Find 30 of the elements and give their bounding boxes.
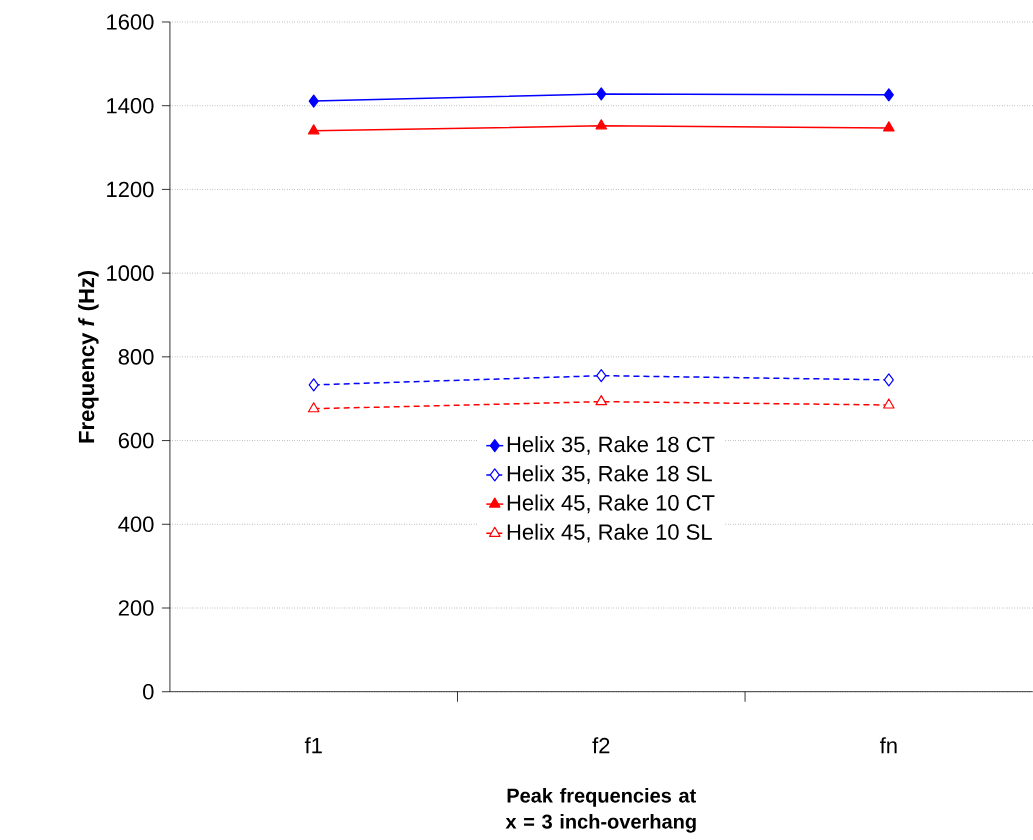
x-tick-label: fn bbox=[879, 737, 897, 754]
y-tick-label: 200 bbox=[118, 600, 154, 616]
point bbox=[883, 121, 895, 132]
point bbox=[307, 402, 320, 413]
y-axis-title: Frequency f (Hz) bbox=[78, 270, 99, 443]
y-tick-label: 1600 bbox=[107, 14, 154, 30]
y-tick-label: 600 bbox=[118, 432, 154, 449]
y-tick-label: 1200 bbox=[107, 181, 154, 198]
y-tick-label: 0 bbox=[143, 683, 154, 700]
x-tick-label: f1 bbox=[304, 737, 322, 754]
legend-label: Helix 35, Rake 18 CT bbox=[507, 436, 715, 455]
x-tick-label: f2 bbox=[592, 737, 610, 754]
point bbox=[596, 369, 607, 383]
x-axis-title: Peak frequencies at x = 3 inch-overhang bbox=[505, 787, 697, 833]
y-tick-label: 1400 bbox=[107, 97, 154, 114]
point bbox=[308, 378, 319, 392]
legend-label: Helix 35, Rake 18 SL bbox=[507, 465, 712, 484]
point bbox=[883, 373, 894, 387]
y-tick-label: 800 bbox=[118, 349, 154, 365]
point bbox=[883, 398, 895, 409]
point bbox=[595, 119, 608, 130]
legend-label: Helix 45, Rake 10 SL bbox=[507, 523, 712, 543]
y-tick-label: 1000 bbox=[107, 265, 154, 281]
point bbox=[307, 124, 320, 135]
point bbox=[883, 88, 894, 102]
y-tick-label: 400 bbox=[118, 516, 154, 533]
point bbox=[595, 395, 608, 406]
point bbox=[308, 94, 319, 108]
point bbox=[596, 87, 607, 101]
legend-label: Helix 45, Rake 10 CT bbox=[507, 494, 715, 514]
